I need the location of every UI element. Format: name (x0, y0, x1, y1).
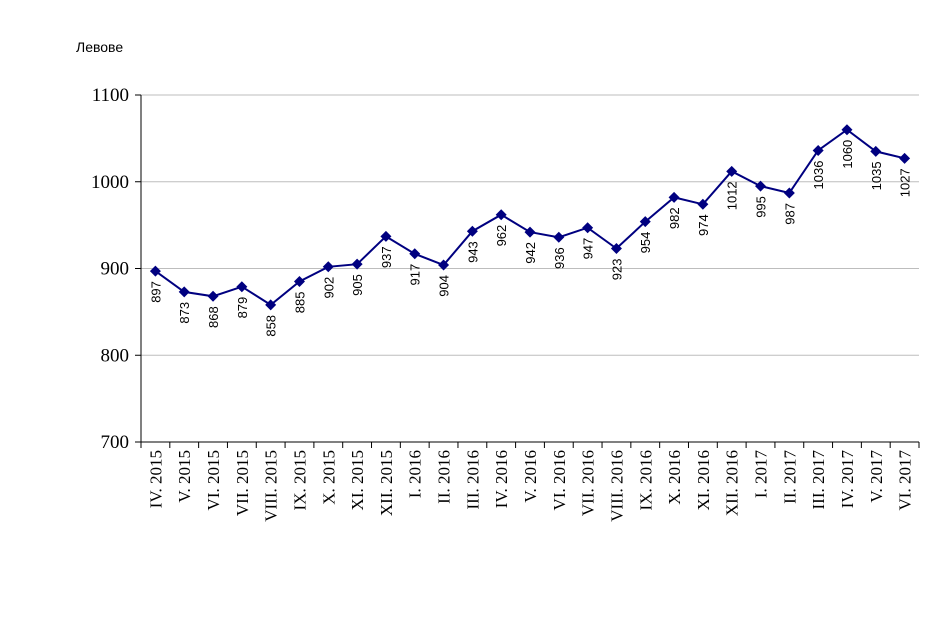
x-tick-label: V. 2015 (175, 450, 194, 503)
data-label: 885 (292, 292, 307, 314)
x-tick-label: XI. 2016 (694, 450, 713, 510)
x-tick-label: V. 2016 (521, 450, 540, 503)
data-point (697, 198, 709, 210)
data-point (380, 230, 392, 242)
x-tick-label: II. 2017 (780, 450, 799, 504)
data-point (639, 216, 651, 228)
y-axis-label: Левове (76, 39, 123, 55)
x-tick-label: III. 2017 (809, 450, 828, 510)
data-label: 868 (206, 306, 221, 328)
x-tick-label: III. 2016 (463, 450, 482, 509)
x-tick-label: V. 2017 (867, 450, 886, 503)
data-label: 879 (235, 297, 250, 319)
x-tick-label: VI. 2016 (550, 450, 569, 510)
data-point (293, 276, 305, 288)
data-point (783, 187, 795, 199)
data-point (582, 222, 594, 234)
x-axis-ticks: IV. 2015 V. 2015 VI. 2015 VII. 2015 VIII. 20… (140, 442, 920, 522)
data-point (438, 259, 450, 271)
x-tick-label: XII. 2016 (723, 450, 742, 516)
data-label: 1036 (811, 161, 826, 190)
y-tick-label: 1000 (91, 172, 129, 193)
data-point (265, 299, 277, 311)
data-point (610, 243, 622, 255)
data-point (466, 225, 478, 237)
data-label: 1012 (725, 181, 740, 210)
data-point (726, 165, 738, 177)
series (149, 124, 911, 311)
data-label: 947 (581, 238, 596, 260)
x-tick-label: XI. 2015 (348, 450, 367, 510)
gridlines (141, 94, 919, 356)
data-point (755, 180, 767, 192)
axes (140, 95, 919, 443)
data-label: 954 (638, 232, 653, 254)
data-label: 904 (437, 275, 452, 297)
data-labels: 897 873 868 879 858 885 902 905 937 917 904 943 962 9… (148, 140, 912, 337)
data-point (149, 265, 161, 277)
x-tick-label: IX. 2016 (636, 450, 655, 510)
data-label: 982 (667, 207, 682, 229)
data-label: 943 (465, 241, 480, 263)
data-label: 858 (264, 315, 279, 337)
x-tick-label: VII. 2016 (579, 450, 598, 516)
data-point (553, 231, 565, 243)
y-tick-label: 1100 (92, 85, 129, 106)
x-tick-label: IV. 2017 (838, 450, 857, 509)
data-label: 1060 (840, 140, 855, 169)
data-label: 1035 (869, 161, 884, 190)
data-point (178, 286, 190, 298)
data-label: 942 (523, 242, 538, 264)
data-point (841, 124, 853, 136)
y-axis-ticks: 700 800 900 1000 1100 (91, 85, 141, 453)
data-label: 962 (494, 225, 509, 247)
y-tick-label: 800 (101, 345, 130, 366)
data-label: 1027 (898, 168, 913, 197)
data-point (899, 152, 911, 164)
x-tick-label: IV. 2016 (492, 450, 511, 508)
data-label: 923 (609, 259, 624, 281)
y-tick-label: 900 (101, 259, 130, 280)
data-label: 974 (696, 214, 711, 236)
data-point (524, 226, 536, 238)
data-label: 905 (350, 274, 365, 296)
data-label: 897 (148, 281, 163, 303)
data-point (812, 145, 824, 157)
data-point (870, 145, 882, 157)
x-tick-label: VI. 2017 (896, 450, 915, 511)
x-tick-label: XII. 2015 (377, 450, 396, 516)
x-tick-label: X. 2016 (665, 450, 684, 505)
x-tick-label: IX. 2015 (290, 450, 309, 510)
data-point (495, 209, 507, 221)
x-tick-label: VII. 2015 (233, 450, 252, 516)
y-tick-label: 700 (101, 432, 130, 453)
data-label: 917 (408, 264, 423, 286)
data-point (322, 261, 334, 273)
x-tick-label: IV. 2015 (146, 450, 165, 508)
x-tick-label: VI. 2015 (204, 450, 223, 510)
data-label: 995 (754, 196, 769, 218)
x-tick-label: II. 2016 (435, 450, 454, 504)
data-point (409, 248, 421, 260)
data-point (236, 281, 248, 293)
x-tick-label: I. 2016 (406, 450, 425, 498)
data-label: 902 (321, 277, 336, 299)
x-tick-label: I. 2017 (752, 450, 771, 499)
data-point (668, 191, 680, 203)
data-label: 937 (379, 246, 394, 268)
x-tick-label: VIII. 2016 (607, 450, 626, 522)
data-label: 987 (782, 203, 797, 225)
x-tick-label: X. 2015 (319, 450, 338, 505)
data-point (351, 258, 363, 270)
data-label: 936 (552, 247, 567, 269)
data-label: 873 (177, 302, 192, 324)
data-point (207, 290, 219, 302)
x-tick-label: VIII. 2015 (262, 450, 281, 522)
